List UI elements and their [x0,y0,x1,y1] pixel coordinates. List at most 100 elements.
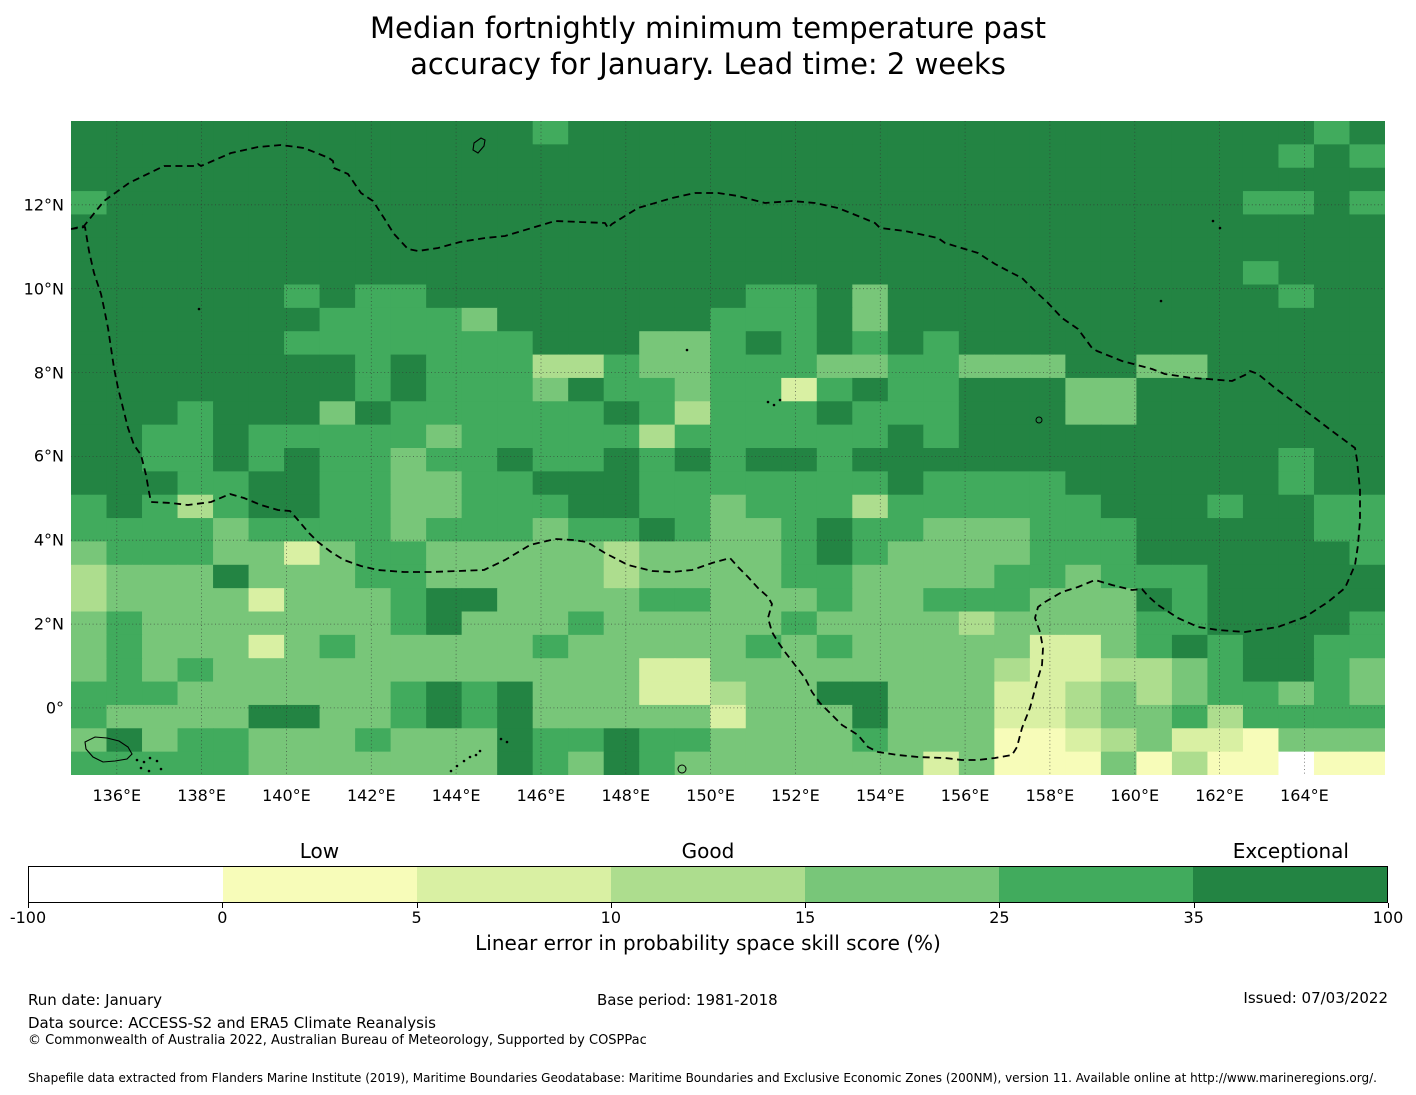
heatmap-cell [816,611,853,636]
heatmap-cell [355,401,392,426]
heatmap-cell [497,261,534,286]
heatmap-cell [284,564,321,589]
heatmap-cell [532,564,569,589]
colorbar-tick-mark [222,903,224,908]
heatmap-cell [1242,494,1280,519]
heatmap-cell [1242,681,1280,706]
heatmap-cell [1349,144,1386,169]
heatmap-cell [568,214,605,239]
heatmap-cell [1100,471,1137,496]
heatmap-cell [284,354,321,379]
heatmap-cell [781,564,818,589]
heatmap-cell [71,401,108,426]
heatmap-cell [1313,634,1351,659]
heatmap-cell [1171,588,1209,613]
heatmap-cell [532,681,569,706]
heatmap-cell [958,541,995,566]
heatmap-cell [1100,167,1137,192]
heatmap-cell [852,354,889,379]
heatmap-cell [461,191,498,216]
heatmap-cell [1171,167,1209,192]
heatmap-cell [639,144,676,169]
heatmap-cell [106,681,143,706]
heatmap-cell [177,751,214,776]
heatmap-cell [852,681,889,706]
heatmap-cell [923,704,960,729]
heatmap-cell [142,307,179,332]
chart-title-line2: accuracy for January. Lead time: 2 weeks [410,47,1006,81]
heatmap-cell [568,448,605,472]
heatmap-cell [319,424,356,449]
heatmap-cell [923,611,960,636]
heatmap-cell [958,494,995,519]
heatmap-cell [390,518,427,543]
heatmap-cell [745,704,782,729]
heatmap-cell [1242,611,1280,636]
heatmap-cell [1171,214,1209,239]
heatmap-cell [1313,191,1351,216]
heatmap-cell [674,541,711,566]
heatmap-cell [710,284,747,309]
heatmap-cell [994,494,1031,519]
heatmap-cell [177,307,214,332]
heatmap-cell [568,237,605,262]
heatmap-cell [1278,704,1315,729]
heatmap-cell [781,681,818,706]
heatmap-cell [390,261,427,286]
island-outline-manus [84,736,133,763]
heatmap-cell [1136,494,1173,519]
heatmap-cell [1100,401,1137,426]
heatmap-cell [426,448,463,472]
heatmap-cell [674,658,711,683]
heatmap-cell [852,307,889,332]
heatmap-cell [1313,518,1351,543]
heatmap-cell [852,261,889,286]
heatmap-cell [816,588,853,613]
heatmap-cell [319,144,356,169]
heatmap-cell [461,541,498,566]
heatmap-cell [568,284,605,309]
heatmap-cell [1207,377,1244,402]
colorbar-segment-25 [999,867,1193,902]
heatmap-cell [177,284,214,309]
heatmap-cell [781,424,818,449]
heatmap-cell [958,728,995,753]
heatmap-cell [248,331,285,356]
heatmap-cell [568,728,605,753]
heatmap-cell [1065,518,1102,543]
heatmap-cell [213,518,250,543]
heatmap-cell [958,354,995,379]
heatmap-cell [958,191,995,216]
heatmap-cell [816,471,853,496]
heatmap-cell [781,541,818,566]
footer-run-date: Run date: January [28,991,163,1009]
colorbar-segment-35 [1193,867,1387,902]
heatmap-cell [426,564,463,589]
heatmap-cell [1136,634,1173,659]
heatmap-cell [1278,611,1315,636]
footer-base-period: Base period: 1981-2018 [597,991,778,1009]
heatmap-cell [1029,424,1066,449]
heatmap-cell [923,401,960,426]
heatmap-cell [1242,401,1280,426]
heatmap-cell [852,751,889,776]
heatmap-cell [852,658,889,683]
heatmap-cell [284,658,321,683]
heatmap-cell [603,307,640,332]
heatmap-cell [213,377,250,402]
heatmap-cell [284,494,321,519]
heatmap-cell [674,237,711,262]
heatmap-cell [1100,588,1137,613]
heatmap-cell [1349,377,1386,402]
heatmap-cell [1278,681,1315,706]
heatmap-cell [923,191,960,216]
heatmap-cell [710,564,747,589]
colorbar-tick-label: 10 [600,908,622,927]
heatmap-cell [1207,681,1244,706]
heatmap-cell [248,728,285,753]
heatmap-cell [461,307,498,332]
heatmap-cell [497,494,534,519]
heatmap-cell [213,611,250,636]
x-tick-label: 160°E [1110,786,1160,805]
heatmap-cell [1242,448,1280,472]
